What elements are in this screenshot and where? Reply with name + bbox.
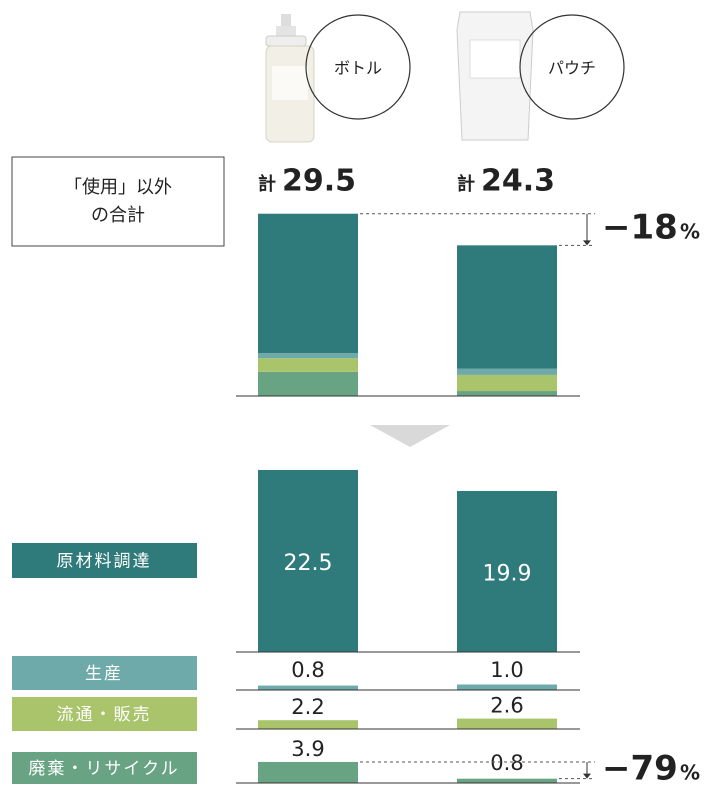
stacked-segment <box>258 213 358 354</box>
bar <box>457 491 557 652</box>
product-circle <box>305 14 411 120</box>
product-label: ボトル <box>334 59 382 78</box>
stacked-segment <box>457 368 557 375</box>
change-unit: % <box>680 220 700 244</box>
bar <box>258 469 358 652</box>
value-label: 2.6 <box>490 694 523 718</box>
bar <box>457 684 557 690</box>
change-unit: % <box>680 761 700 785</box>
bottle-image <box>265 14 315 143</box>
summary-label: 「使用」以外 <box>64 177 172 198</box>
total-value: 29.5 <box>282 164 356 199</box>
value-label: 3.9 <box>291 737 324 761</box>
down-arrow <box>370 425 450 447</box>
value-label: 2.2 <box>291 695 324 719</box>
product-label: パウチ <box>548 59 596 78</box>
bar <box>258 720 358 729</box>
change-arrowhead <box>583 773 591 779</box>
bar <box>258 761 358 783</box>
value-label: 0.8 <box>490 751 523 775</box>
total-prefix: 計 <box>457 173 475 195</box>
summary-box <box>11 156 225 247</box>
stacked-segment <box>457 245 557 369</box>
stacked-segment <box>457 391 557 396</box>
legend-box <box>12 752 197 784</box>
stacked-segment <box>258 371 358 396</box>
legend-box <box>12 697 197 731</box>
legend-box <box>12 656 197 690</box>
bar <box>457 718 557 729</box>
bar <box>457 778 557 783</box>
value-label: 0.8 <box>291 658 324 682</box>
legend-label: 原材料調達 <box>57 552 152 572</box>
product-circle <box>519 14 625 120</box>
legend-label: 生産 <box>85 664 123 684</box>
legend-label: 廃棄・リサイクル <box>28 759 179 779</box>
total-prefix: 計 <box>258 173 276 195</box>
value-label: 1.0 <box>490 658 523 682</box>
value-label: 19.9 <box>483 562 532 587</box>
total-value: 24.3 <box>481 164 555 199</box>
change-arrowhead <box>583 240 591 246</box>
stacked-segment <box>457 374 557 392</box>
legend-box <box>12 543 197 578</box>
pouch-image <box>456 11 534 141</box>
change-value: −79 <box>602 749 678 785</box>
value-label: 22.5 <box>284 551 333 576</box>
summary-label: の合計 <box>91 205 145 226</box>
bar <box>258 685 358 690</box>
stacked-segment <box>258 358 358 372</box>
change-value: −18 <box>602 208 678 248</box>
legend-label: 流通・販売 <box>57 705 152 725</box>
stacked-segment <box>258 353 358 359</box>
